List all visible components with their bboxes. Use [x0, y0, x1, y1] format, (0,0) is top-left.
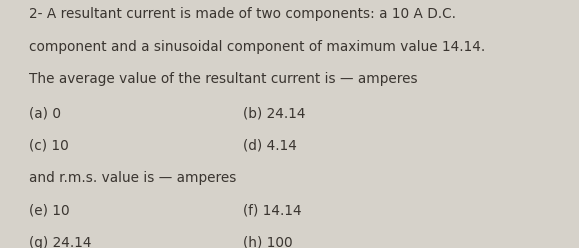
Text: The average value of the resultant current is — amperes: The average value of the resultant curre…: [29, 72, 417, 86]
Text: (h) 100: (h) 100: [243, 236, 293, 248]
Text: 2- A resultant current is made of two components: a 10 A D.C.: 2- A resultant current is made of two co…: [29, 7, 456, 21]
Text: (c) 10: (c) 10: [29, 139, 69, 153]
Text: (b) 24.14: (b) 24.14: [243, 107, 306, 121]
Text: (e) 10: (e) 10: [29, 203, 69, 217]
Text: and r.m.s. value is — amperes: and r.m.s. value is — amperes: [29, 171, 236, 185]
Text: (f) 14.14: (f) 14.14: [243, 203, 302, 217]
Text: component and a sinusoidal component of maximum value 14.14.: component and a sinusoidal component of …: [29, 40, 485, 54]
Text: (d) 4.14: (d) 4.14: [243, 139, 297, 153]
Text: (g) 24.14: (g) 24.14: [29, 236, 91, 248]
Text: (a) 0: (a) 0: [29, 107, 61, 121]
